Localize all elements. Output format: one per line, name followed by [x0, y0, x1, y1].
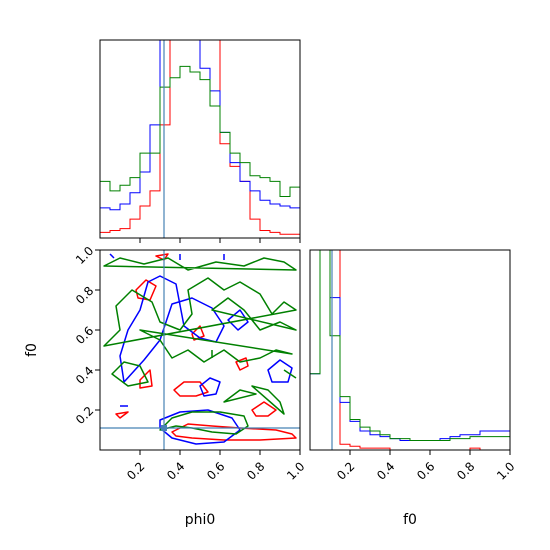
contour-0-7: [115, 411, 129, 419]
contour-0-0: [171, 423, 297, 441]
contour-0-5: [235, 357, 249, 371]
axes-frame: [309, 249, 511, 451]
contour-2-7: [223, 389, 257, 403]
contour-2-2: [103, 277, 297, 347]
axes-frame: [99, 39, 301, 239]
contour-1-0: [159, 409, 241, 445]
phi0-marginal-histogram: [99, 39, 301, 243]
histogram-series-1: [100, 40, 300, 211]
contour-1-5: [109, 253, 115, 259]
histogram-series-2: [310, 250, 510, 441]
contour-2-1: [103, 257, 297, 271]
contour-2-4: [139, 329, 293, 363]
x-axis-label: phi0: [185, 512, 216, 528]
contour-1-4: [227, 309, 249, 331]
y-axis-label: f0: [24, 343, 40, 357]
contour-1-1: [119, 275, 225, 383]
contour-0-2: [173, 381, 209, 397]
histogram-series-2: [100, 65, 300, 198]
contour-1-2: [267, 359, 293, 383]
contour-2-5: [111, 361, 149, 387]
histogram-series-0: [100, 40, 300, 235]
axes-frame: [99, 249, 301, 451]
contour-0-3: [139, 369, 153, 389]
x-axis-label: f0: [403, 512, 417, 528]
contour-2-6: [251, 385, 285, 415]
contour-0-8: [155, 253, 169, 261]
contour-0-6: [251, 401, 277, 417]
contour-2-0: [159, 411, 249, 435]
contour-0-1: [135, 279, 157, 301]
truth-marker: [161, 425, 167, 431]
contour-2-9: [283, 369, 297, 379]
contour-2-3: [211, 297, 297, 331]
contour-1-3: [199, 377, 221, 397]
histogram-series-0: [339, 250, 510, 450]
